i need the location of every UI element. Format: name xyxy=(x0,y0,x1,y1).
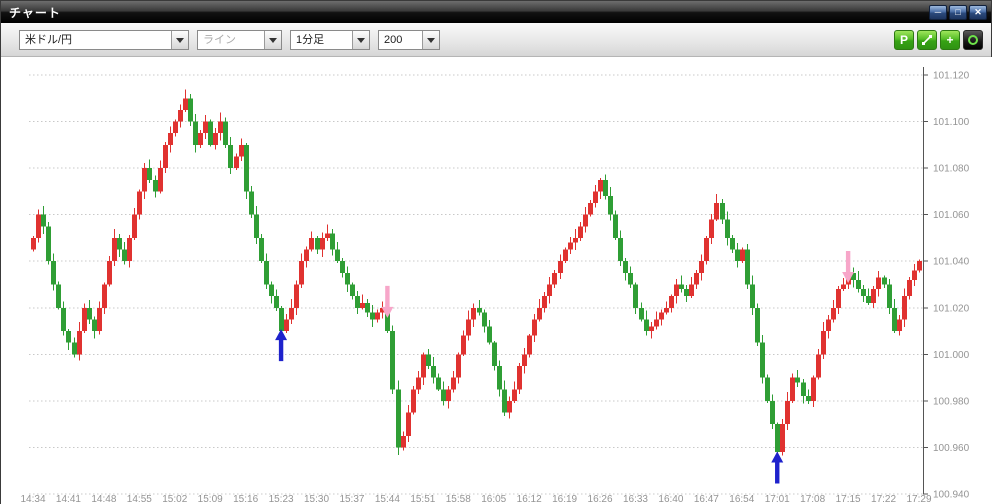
window-controls: ─ □ ✕ xyxy=(929,4,987,20)
svg-text:101.080: 101.080 xyxy=(933,164,970,175)
svg-text:16:19: 16:19 xyxy=(552,494,577,504)
target-button[interactable] xyxy=(963,30,983,50)
svg-text:15:44: 15:44 xyxy=(375,494,400,504)
svg-text:16:12: 16:12 xyxy=(517,494,542,504)
svg-text:101.040: 101.040 xyxy=(933,257,970,268)
toolbar: 米ドル/円 ライン 1分足 200 P xyxy=(1,23,991,57)
target-circle-icon xyxy=(968,35,978,45)
chevron-down-icon xyxy=(427,37,435,43)
svg-text:17:22: 17:22 xyxy=(871,494,896,504)
candles xyxy=(31,89,922,460)
svg-text:15:30: 15:30 xyxy=(304,494,329,504)
svg-text:16:05: 16:05 xyxy=(481,494,506,504)
svg-text:15:23: 15:23 xyxy=(269,494,294,504)
svg-text:15:37: 15:37 xyxy=(339,494,364,504)
p-button[interactable]: P xyxy=(894,30,914,50)
svg-text:14:48: 14:48 xyxy=(91,494,116,504)
svg-text:14:55: 14:55 xyxy=(127,494,152,504)
timeframe-select[interactable]: 1分足 xyxy=(290,30,370,50)
svg-text:101.020: 101.020 xyxy=(933,303,970,314)
maximize-button[interactable]: □ xyxy=(949,4,967,20)
y-axis-labels: 101.120 101.100 101.080 101.060 101.040 101.0… xyxy=(933,71,970,501)
up-arrow-marker xyxy=(771,451,784,484)
window-title: チャート xyxy=(9,5,61,20)
trade-markers xyxy=(275,250,855,484)
chart-area: 101.120 101.100 101.080 101.060 101.040 101.0… xyxy=(1,57,992,504)
symbol-select[interactable]: 米ドル/円 xyxy=(19,30,189,50)
x-axis-labels: 14:34 14:41 14:48 14:55 15:02 15:09 15:16 15:23… xyxy=(20,494,931,504)
svg-text:101.000: 101.000 xyxy=(933,350,970,361)
svg-text:17:08: 17:08 xyxy=(800,494,825,504)
chevron-down-icon xyxy=(176,37,184,43)
svg-text:16:54: 16:54 xyxy=(729,494,754,504)
candlestick-chart[interactable]: 101.120 101.100 101.080 101.060 101.040 101.0… xyxy=(1,57,992,504)
gridlines xyxy=(29,74,928,495)
line-draw-button[interactable] xyxy=(917,30,937,50)
svg-text:101.100: 101.100 xyxy=(933,117,970,128)
down-arrow-marker xyxy=(381,285,394,318)
title-bar: チャート ─ □ ✕ xyxy=(1,1,991,23)
timeframe-select-dropdown-button[interactable] xyxy=(352,31,369,49)
minimize-button[interactable]: ─ xyxy=(929,4,947,20)
svg-text:15:09: 15:09 xyxy=(198,494,223,504)
bar-count-select[interactable]: 200 xyxy=(378,30,440,50)
up-arrow-marker xyxy=(275,329,288,362)
svg-text:15:51: 15:51 xyxy=(410,494,435,504)
svg-text:17:29: 17:29 xyxy=(906,494,931,504)
svg-text:15:58: 15:58 xyxy=(446,494,471,504)
chart-type-select[interactable]: ライン xyxy=(197,30,282,50)
svg-text:15:16: 15:16 xyxy=(233,494,258,504)
svg-text:17:01: 17:01 xyxy=(765,494,790,504)
svg-text:101.060: 101.060 xyxy=(933,210,970,221)
timeframe-select-value: 1分足 xyxy=(296,34,325,46)
svg-text:15:02: 15:02 xyxy=(162,494,187,504)
svg-text:100.960: 100.960 xyxy=(933,443,970,454)
symbol-select-dropdown-button[interactable] xyxy=(171,31,188,49)
svg-text:100.980: 100.980 xyxy=(933,396,970,407)
tool-buttons: P + xyxy=(894,30,983,50)
bar-count-select-dropdown-button[interactable] xyxy=(422,31,439,49)
svg-text:16:40: 16:40 xyxy=(658,494,683,504)
svg-text:17:15: 17:15 xyxy=(836,494,861,504)
diagonal-line-icon xyxy=(922,35,932,45)
symbol-select-value: 米ドル/円 xyxy=(25,34,73,46)
svg-text:100.940: 100.940 xyxy=(933,490,970,501)
bar-count-select-value: 200 xyxy=(384,34,403,46)
chevron-down-icon xyxy=(269,37,277,43)
chevron-down-icon xyxy=(357,37,365,43)
add-button[interactable]: + xyxy=(940,30,960,50)
svg-text:16:33: 16:33 xyxy=(623,494,648,504)
chart-type-select-dropdown-button[interactable] xyxy=(264,31,281,49)
svg-text:101.120: 101.120 xyxy=(933,71,970,82)
close-button[interactable]: ✕ xyxy=(969,4,987,20)
svg-text:16:47: 16:47 xyxy=(694,494,719,504)
svg-text:14:41: 14:41 xyxy=(56,494,81,504)
down-arrow-marker xyxy=(842,250,855,283)
svg-text:16:26: 16:26 xyxy=(588,494,613,504)
chart-type-select-value: ライン xyxy=(203,34,236,46)
svg-text:14:34: 14:34 xyxy=(20,494,45,504)
